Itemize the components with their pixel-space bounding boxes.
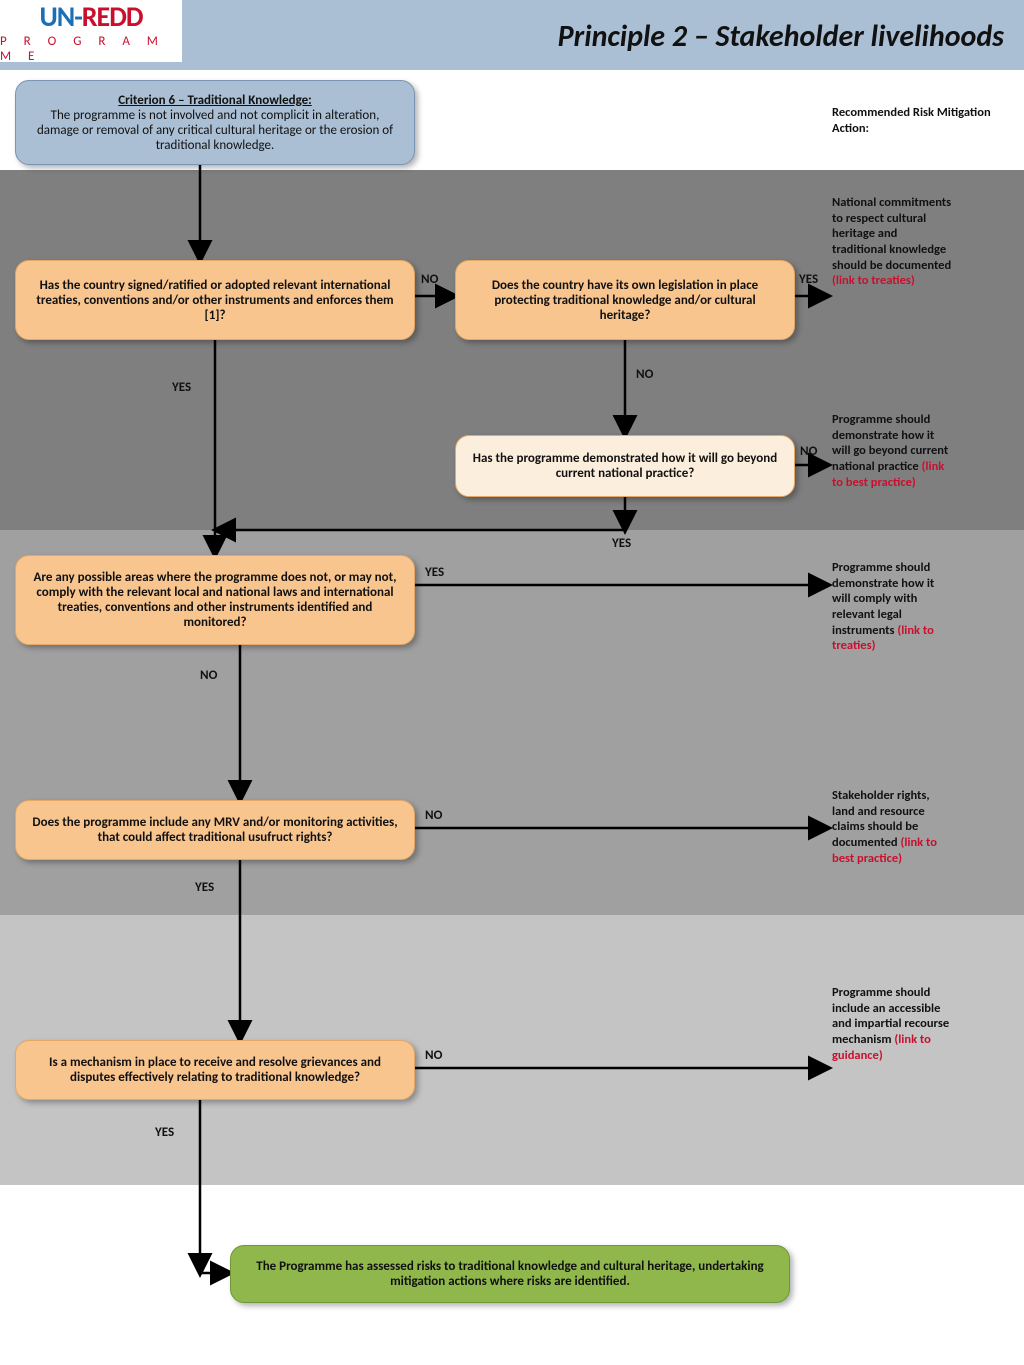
node-q5: Does the programme include any MRV and/o…	[15, 800, 415, 860]
section-label-policy: POLICY	[1018, 430, 1024, 501]
section-label-programme: PROGRAMME	[1018, 900, 1024, 1037]
logo-title: UN-REDD	[39, 0, 142, 34]
edge-label: YES	[172, 380, 191, 395]
edge-label: NO	[425, 1048, 442, 1063]
edge-label: NO	[636, 367, 653, 382]
action-header: Recommended Risk Mitigation Action:	[832, 105, 992, 136]
edge-label: NO	[425, 808, 442, 823]
node-q2: Does the country have its own legislatio…	[455, 260, 795, 340]
section-label-operation: OPERATION	[1018, 1120, 1024, 1236]
edge-label: YES	[612, 536, 631, 551]
edge-label: NO	[800, 444, 817, 459]
logo: UN-REDD P R O G R A M M E	[0, 0, 182, 62]
edge-label: YES	[425, 565, 444, 580]
node-end: The Programme has assessed risks to trad…	[230, 1245, 790, 1303]
edge-label: YES	[799, 272, 818, 287]
node-q1: Has the country signed/ratified or adopt…	[15, 260, 415, 340]
node-q3: Has the programme demonstrated how it wi…	[455, 435, 795, 497]
action-a5: Programme should include an accessible a…	[832, 985, 952, 1063]
edge-label: NO	[421, 272, 438, 287]
action-a2: Programme should demonstrate how it will…	[832, 412, 952, 490]
action-a1: National commitments to respect cultural…	[832, 195, 952, 289]
node-criterion: Criterion 6 – Traditional Knowledge:The …	[15, 80, 415, 165]
edge-label: YES	[155, 1125, 174, 1140]
node-q6: Is a mechanism in place to receive and r…	[15, 1040, 415, 1100]
edge-label: NO	[200, 668, 217, 683]
flowchart-canvas: UN-REDD P R O G R A M M E Principle 2 – …	[0, 0, 1024, 1365]
page-title: Principle 2 – Stakeholder livelihoods	[558, 18, 1004, 55]
action-a3: Programme should demonstrate how it will…	[832, 560, 952, 654]
edge-label: YES	[195, 880, 214, 895]
action-a4: Stakeholder rights, land and resource cl…	[832, 788, 952, 866]
node-q4: Are any possible areas where the program…	[15, 555, 415, 645]
logo-subtitle: P R O G R A M M E	[0, 34, 182, 64]
